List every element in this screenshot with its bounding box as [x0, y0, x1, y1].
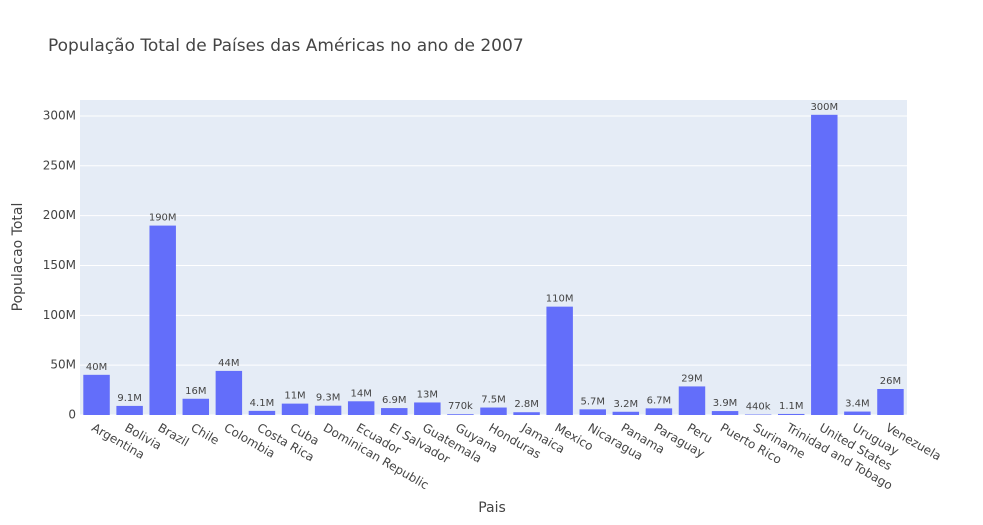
data-label: 1.1M — [779, 401, 804, 412]
x-tick-label: Chile — [189, 421, 222, 448]
data-label: 40M — [86, 362, 107, 373]
y-tick-label: 0 — [68, 408, 76, 422]
data-label: 3.2M — [614, 399, 639, 410]
bar — [612, 411, 640, 415]
data-label: 7.5M — [481, 395, 506, 406]
bar — [347, 401, 375, 415]
data-label: 9.1M — [117, 393, 142, 404]
data-label: 3.9M — [713, 398, 738, 409]
bar — [645, 408, 673, 415]
bar — [248, 410, 276, 415]
bar — [116, 405, 143, 415]
y-tick-label: 100M — [43, 308, 76, 322]
bar — [281, 403, 309, 415]
bar — [811, 114, 838, 416]
data-label: 110M — [546, 294, 574, 305]
bar — [447, 414, 474, 415]
y-tick-label: 250M — [43, 158, 76, 172]
y-tick-label: 150M — [43, 258, 76, 272]
y-tick-label: 200M — [43, 208, 76, 222]
data-label: 9.3M — [316, 393, 341, 404]
bar — [83, 374, 110, 415]
y-axis-title: Populacao Total — [10, 203, 26, 312]
data-label: 190M — [149, 213, 177, 224]
data-label: 300M — [810, 102, 838, 113]
y-tick-label: 50M — [50, 358, 76, 372]
plot-area — [80, 100, 907, 415]
data-label: 3.4M — [845, 399, 870, 410]
data-label: 770k — [448, 401, 473, 412]
data-label: 13M — [417, 389, 438, 400]
data-label: 26M — [880, 376, 901, 387]
data-label: 5.7M — [580, 396, 605, 407]
bar — [546, 306, 573, 415]
data-label: 6.9M — [382, 395, 407, 406]
data-label: 44M — [218, 358, 239, 369]
bar — [215, 370, 243, 415]
y-tick-label: 300M — [43, 108, 76, 122]
data-label: 440k — [746, 402, 771, 413]
bar — [480, 407, 507, 415]
bar — [711, 411, 739, 415]
bar — [182, 398, 210, 415]
bar — [513, 412, 540, 415]
bar — [678, 386, 706, 415]
bar — [314, 405, 342, 415]
bar — [877, 388, 904, 415]
bar — [844, 411, 871, 415]
bar — [414, 402, 441, 415]
bar — [777, 413, 805, 415]
chart-title: População Total de Países das Américas n… — [48, 36, 524, 56]
x-axis-title: Pais — [478, 500, 506, 516]
bar — [579, 409, 606, 415]
data-label: 29M — [681, 373, 702, 384]
data-label: 6.7M — [647, 395, 672, 406]
bar — [381, 408, 408, 415]
data-label: 11M — [284, 391, 305, 402]
data-label: 16M — [185, 386, 206, 397]
bar — [149, 225, 176, 415]
data-label: 4.1M — [250, 398, 275, 409]
data-label: 2.8M — [514, 399, 539, 410]
data-label: 14M — [351, 388, 372, 399]
